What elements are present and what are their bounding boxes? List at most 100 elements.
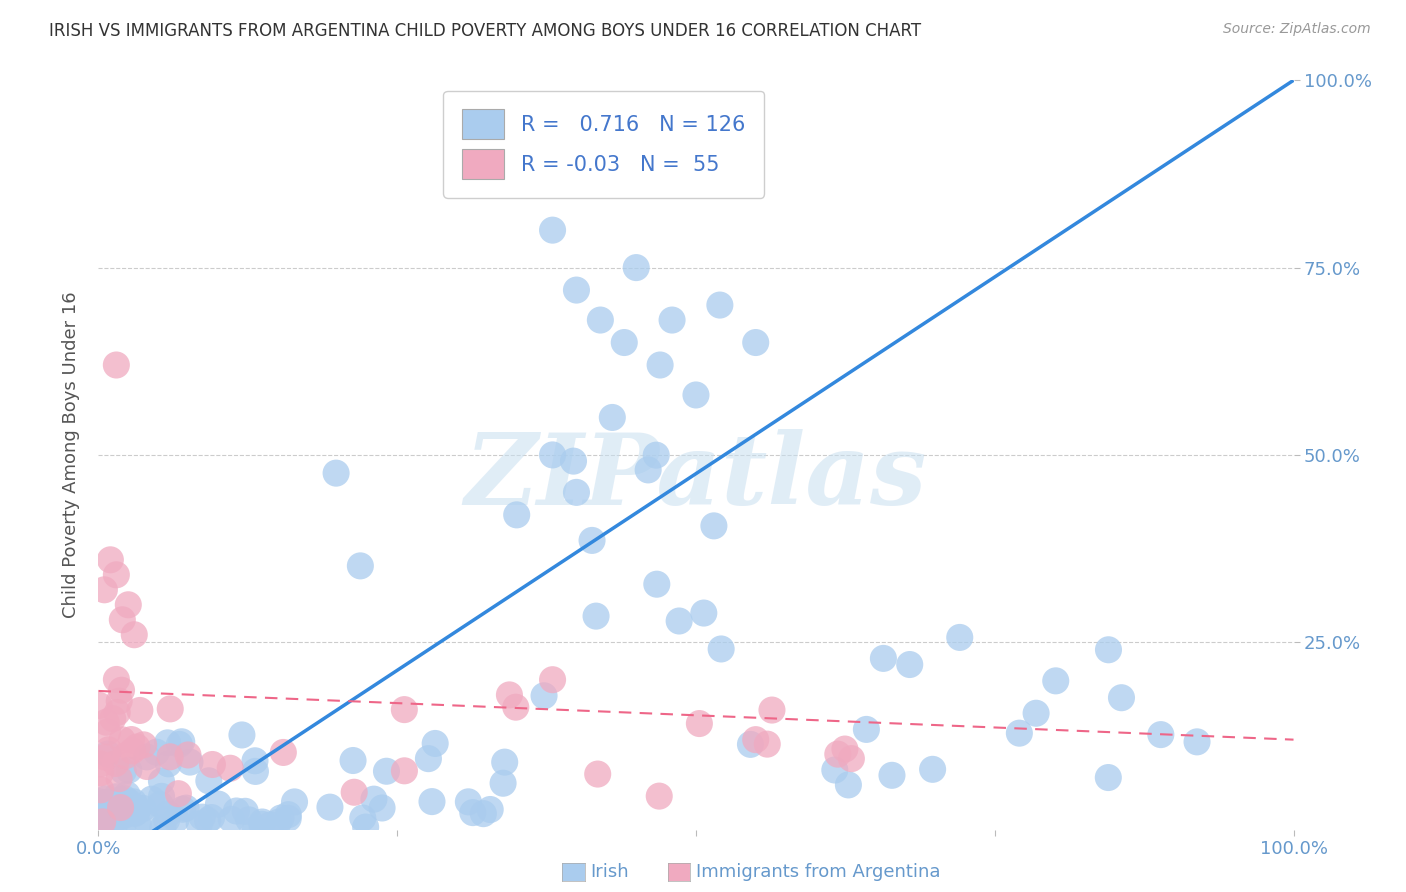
Text: Irish: Irish <box>591 863 628 881</box>
Point <box>533 689 555 703</box>
Point <box>479 803 502 817</box>
Point <box>121 744 143 758</box>
Point <box>89 819 111 833</box>
Point <box>756 737 779 751</box>
Point <box>506 508 529 522</box>
Point <box>740 737 762 751</box>
Point <box>156 813 179 827</box>
Point <box>745 335 768 350</box>
Point <box>125 805 148 819</box>
Point <box>505 700 527 714</box>
Point <box>394 703 416 717</box>
Point <box>156 736 179 750</box>
Point <box>637 463 659 477</box>
Point <box>89 756 111 771</box>
Point <box>115 788 138 802</box>
Point <box>273 746 295 760</box>
Point <box>648 358 672 372</box>
Point <box>645 448 668 462</box>
Point <box>172 802 194 816</box>
Point <box>371 801 394 815</box>
Point <box>105 673 128 687</box>
Point <box>207 797 229 811</box>
Point <box>110 800 132 814</box>
Point <box>177 747 200 762</box>
Point <box>105 567 128 582</box>
Point <box>1111 690 1133 705</box>
Point <box>1097 771 1119 785</box>
Point <box>1185 735 1208 749</box>
Point <box>259 818 281 832</box>
Point <box>104 756 127 771</box>
Point <box>343 785 366 799</box>
Point <box>1045 673 1067 688</box>
Point <box>457 795 479 809</box>
Point <box>91 821 114 835</box>
Point <box>880 768 903 782</box>
Point <box>125 739 148 754</box>
Point <box>221 813 243 827</box>
Point <box>152 821 174 835</box>
Point <box>117 795 139 809</box>
Point <box>198 773 221 788</box>
Point <box>585 609 607 624</box>
Point <box>201 757 224 772</box>
Point <box>834 742 856 756</box>
Point <box>117 598 139 612</box>
Point <box>110 683 132 698</box>
Point <box>87 795 110 809</box>
Point <box>472 806 495 821</box>
Point <box>494 755 516 769</box>
Legend: R =   0.716   N = 126, R = -0.03   N =  55: R = 0.716 N = 126, R = -0.03 N = 55 <box>443 91 763 197</box>
Point <box>170 735 193 749</box>
Point <box>855 723 877 737</box>
Point <box>117 796 139 810</box>
Point <box>101 800 124 814</box>
Point <box>89 698 111 713</box>
Point <box>225 804 247 818</box>
Point <box>688 716 710 731</box>
Point <box>94 796 117 810</box>
Point <box>191 810 214 824</box>
Point <box>118 763 141 777</box>
Point <box>91 814 114 829</box>
Point <box>703 519 725 533</box>
Point <box>111 732 134 747</box>
Point <box>103 802 125 816</box>
Point <box>565 485 588 500</box>
Point <box>245 764 267 779</box>
Point <box>841 751 863 765</box>
Point <box>394 764 416 778</box>
Point <box>761 703 783 717</box>
Point <box>710 642 733 657</box>
Point <box>243 754 266 768</box>
Point <box>87 821 110 835</box>
Point <box>120 803 142 817</box>
Point <box>127 801 149 815</box>
Point <box>325 466 347 480</box>
Point <box>581 533 603 548</box>
Point <box>562 454 585 468</box>
Point <box>179 755 201 769</box>
Point <box>136 759 159 773</box>
Point <box>219 761 242 775</box>
Point <box>461 805 484 820</box>
Point <box>238 813 260 827</box>
Point <box>921 762 943 776</box>
Point <box>541 673 564 687</box>
Point <box>157 807 180 822</box>
Point <box>233 805 256 819</box>
Point <box>418 752 440 766</box>
Point <box>342 754 364 768</box>
Point <box>648 789 671 804</box>
Point <box>375 764 398 779</box>
Point <box>283 795 305 809</box>
Point <box>150 789 173 804</box>
Point <box>827 747 849 761</box>
Point <box>277 812 299 826</box>
Point <box>200 811 222 825</box>
Point <box>134 812 156 826</box>
Point <box>197 814 219 828</box>
Point <box>127 818 149 832</box>
Point <box>709 298 731 312</box>
